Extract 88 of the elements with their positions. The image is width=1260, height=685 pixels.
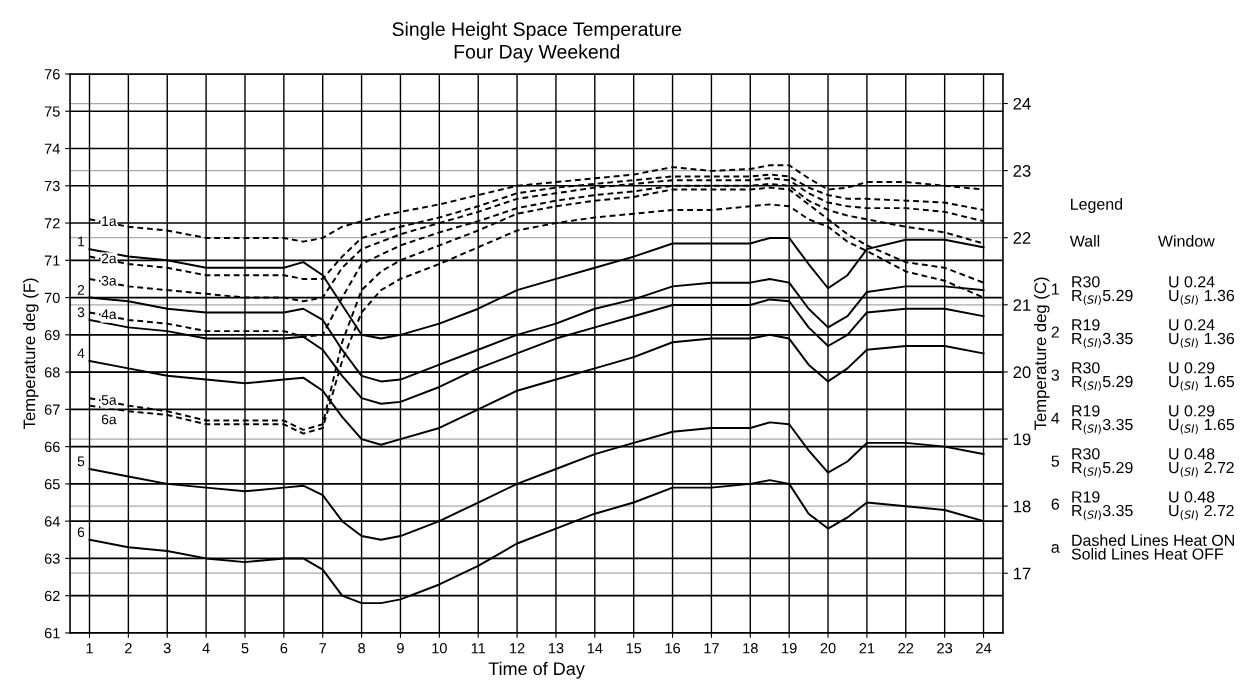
text: U 0.24 U$_{(SI)}$ 1.36 (1169, 319, 1235, 349)
x-tick-label: 2 (125, 643, 132, 654)
x-tick-label: 6 (280, 643, 288, 654)
x-tick-label: 1 (86, 643, 93, 654)
y2-tick-label: 24 (1013, 97, 1031, 110)
y2-tick-label: 19 (1013, 433, 1031, 446)
y-tick-label: 76 (44, 69, 60, 80)
series-label: 5a (101, 395, 117, 405)
y-tick-label: 75 (44, 106, 60, 117)
x-tick-label: 19 (782, 643, 797, 654)
y-tick-label: 61 (44, 628, 60, 639)
y2-tick-label: 22 (1013, 232, 1031, 244)
x-tick-label: 22 (898, 643, 914, 654)
x-tick-label: 20 (820, 643, 836, 654)
x-tick-label: 5 (241, 643, 249, 654)
text: 3 (1051, 369, 1060, 381)
y-tick-label: 68 (44, 367, 60, 378)
y-tick-label: 72 (44, 218, 60, 229)
x-tick-label: 8 (358, 643, 366, 654)
text: Dashed Lines Heat ON Solid Lines Heat OFF (1071, 534, 1234, 560)
series-label: 1 (78, 236, 85, 247)
text: R30 R$_{(SI)}$5.29 (1072, 362, 1133, 392)
text: R19 R$_{(SI)}$3.35 (1072, 319, 1133, 349)
y2-axis-title: Temperature deg (C) (1034, 277, 1050, 430)
y2-tick-label: 18 (1013, 500, 1031, 513)
text: R19 R$_{(SI)}$3.35 (1072, 405, 1133, 435)
text: Wall (1069, 235, 1100, 247)
x-tick-label: 23 (937, 643, 953, 654)
y-tick-label: 67 (44, 404, 60, 415)
y-tick-label: 73 (44, 180, 60, 192)
text: 6 (1051, 498, 1060, 510)
series-label: 3 (77, 307, 85, 318)
y-tick-label: 63 (44, 553, 60, 564)
y-tick-label: 71 (44, 255, 60, 266)
text: R30 R$_{(SI)}$5.29 (1072, 276, 1133, 306)
series-label: 4a (101, 309, 117, 320)
series-label: 4 (77, 348, 85, 359)
x-tick-label: 7 (319, 643, 327, 654)
x-tick-label: 16 (665, 643, 681, 654)
x-tick-label: 24 (976, 643, 992, 654)
text: 4 (1051, 412, 1060, 424)
text: 2 (1051, 326, 1059, 338)
x-tick-label: 18 (743, 643, 758, 654)
x-axis-title: Time of Day (488, 661, 585, 679)
x-tick-label: 11 (471, 643, 486, 654)
text: U 0.48 U$_{(SI)}$ 2.72 (1169, 491, 1234, 521)
text: 5 (1051, 455, 1060, 467)
text: Legend (1071, 198, 1123, 213)
y2-tick-label: 21 (1013, 299, 1031, 311)
chart-subtitle: Four Day Weekend (454, 44, 620, 63)
x-tick-label: 9 (397, 643, 404, 654)
text: U 0.29 U$_{(SI)}$ 1.65 (1169, 362, 1235, 392)
y-tick-label: 69 (44, 329, 60, 341)
text: R30 R$_{(SI)}$5.29 (1072, 448, 1133, 478)
x-tick-label: 21 (859, 643, 875, 654)
text: 1 (1052, 283, 1059, 295)
text: U 0.24 U$_{(SI)}$ 1.36 (1169, 276, 1235, 306)
x-tick-label: 3 (163, 643, 171, 654)
x-tick-label: 17 (704, 643, 719, 654)
text: R19 R$_{(SI)}$3.35 (1072, 491, 1133, 521)
x-tick-label: 12 (510, 643, 525, 654)
series-label: 6a (101, 414, 117, 425)
x-tick-label: 4 (202, 643, 210, 654)
x-tick-label: 10 (432, 643, 447, 654)
y-tick-label: 70 (44, 292, 60, 303)
y-tick-label: 65 (44, 478, 60, 490)
series-label: 5 (77, 456, 85, 467)
series-label: 6 (77, 527, 85, 538)
series-label: 1a (102, 216, 117, 227)
text: a (1051, 544, 1060, 553)
y-tick-label: 62 (44, 590, 60, 602)
series-label: 2a (101, 253, 117, 264)
y-tick-label: 66 (44, 441, 60, 453)
y2-tick-label: 17 (1013, 567, 1031, 580)
text: Window (1158, 235, 1215, 247)
y2-tick-label: 23 (1013, 165, 1031, 177)
series-label: 3a (101, 275, 117, 286)
y-tick-label: 74 (44, 143, 60, 154)
x-tick-label: 14 (587, 643, 603, 654)
x-tick-label: 15 (626, 643, 642, 654)
x-tick-label: 13 (548, 643, 564, 654)
text: U 0.29 U$_{(SI)}$ 1.65 (1169, 405, 1235, 435)
chart-title: Single Height Space Temperature (392, 21, 682, 40)
y-tick-label: 64 (44, 516, 60, 527)
y2-tick-label: 20 (1013, 366, 1031, 379)
series-label: 2 (77, 284, 85, 295)
y-axis-title: Temperature deg (F) (23, 278, 39, 430)
text: U 0.48 U$_{(SI)}$ 2.72 (1169, 448, 1234, 478)
